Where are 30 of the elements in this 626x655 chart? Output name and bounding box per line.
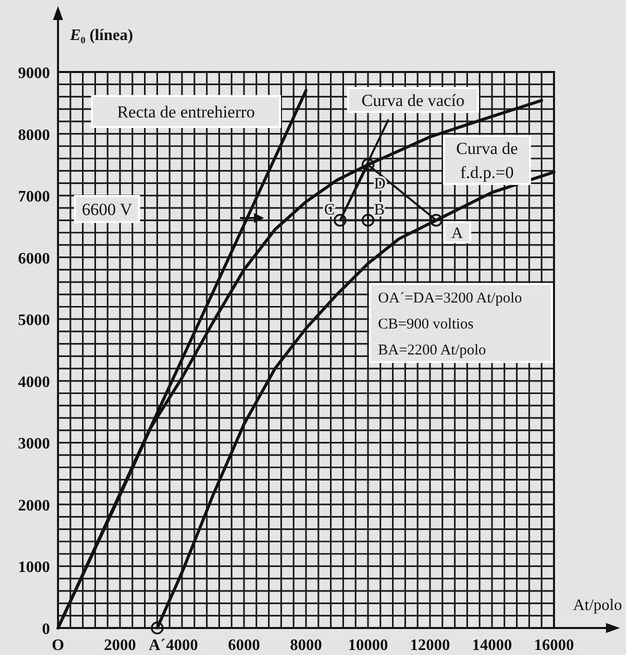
y-tick-label: 5000 xyxy=(18,312,50,330)
y-tick-label: 7000 xyxy=(18,188,50,206)
x-tick-label: 8000 xyxy=(290,637,322,654)
x-tick-label: 12000 xyxy=(410,637,450,654)
series-label: Recta de entrehierro xyxy=(117,102,255,122)
x-tick-label: 2000 xyxy=(104,637,136,654)
x-tick-label: 16000 xyxy=(534,637,574,654)
x-axis-title: At/polo xyxy=(573,597,622,614)
annotation: 6600 V xyxy=(82,200,133,219)
y-tick-label: 9000 xyxy=(18,65,50,82)
series-label: Curva de f.d.p.=0 xyxy=(456,138,518,182)
series-label: Curva de vacío xyxy=(362,90,464,110)
annotation: A xyxy=(451,224,464,242)
x-tick-label: A´ xyxy=(148,637,166,654)
x-tick-label: 4000 xyxy=(166,637,198,654)
y-tick-label: 3000 xyxy=(18,436,50,453)
y-tick-label: 8000 xyxy=(18,126,50,144)
y-tick-label: 2000 xyxy=(18,497,50,514)
y-tick-label: 0 xyxy=(42,621,50,638)
annotation: OA´=DA=3200 At/polo xyxy=(378,290,522,306)
x-tick-label: 6000 xyxy=(228,637,260,654)
y-axis-title: E₀ (línea) xyxy=(69,27,134,44)
y-tick-label: 6000 xyxy=(18,250,50,268)
annotation: BA=2200 At/polo xyxy=(378,342,486,358)
x-tick-label: 14000 xyxy=(472,637,512,654)
x-tick-label: O xyxy=(52,637,64,654)
x-tick-label: 10000 xyxy=(348,637,388,654)
y-tick-label: 1000 xyxy=(18,559,50,576)
y-tick-label: 4000 xyxy=(18,374,50,391)
annotation: CB=900 voltios xyxy=(378,316,474,332)
